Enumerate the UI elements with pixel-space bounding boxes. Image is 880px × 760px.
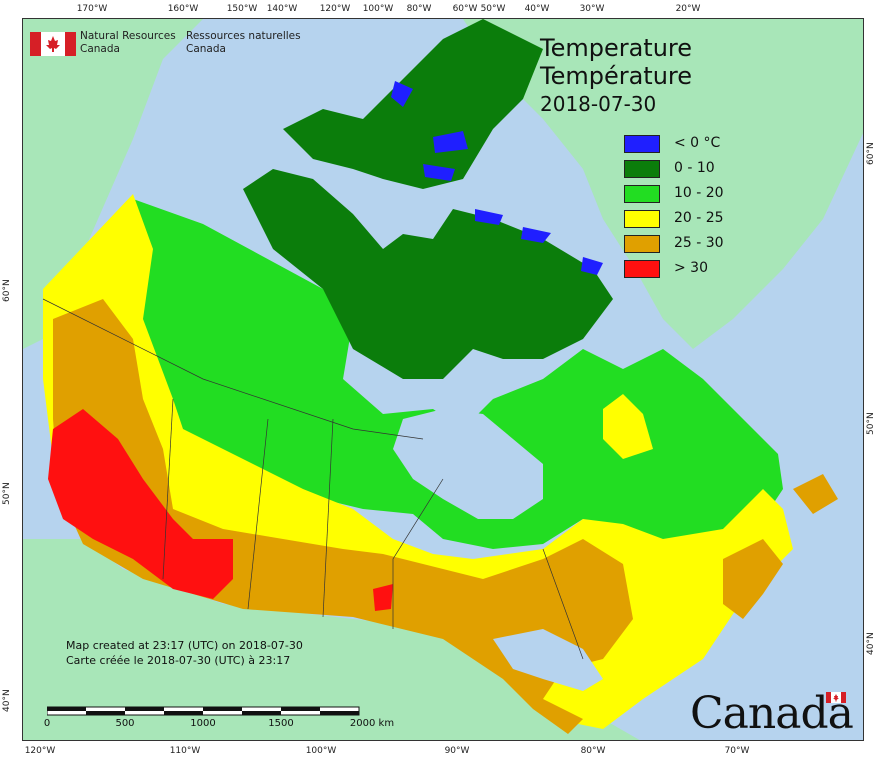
legend-item: > 30 [624, 258, 880, 282]
agency-name-fr-line1: Ressources naturelles [186, 30, 301, 42]
legend-item: < 0 °C [624, 133, 880, 157]
legend-label: < 0 °C [674, 135, 721, 151]
map-date: 2018-07-30 [540, 92, 657, 116]
legend-item: 10 - 20 [624, 183, 880, 207]
temp-zone-below-0 [391, 81, 603, 275]
scale-label: 500 [115, 718, 135, 729]
map-title-fr: Température [540, 62, 693, 90]
greenland-landmass [463, 19, 863, 349]
lon-tick-label: 20°W [675, 4, 701, 14]
border-line [392, 478, 444, 629]
legend-swatch [624, 185, 660, 203]
lon-tick-label: 50°W [480, 4, 506, 14]
legend-item: 0 - 10 [624, 158, 880, 182]
lon-tick-label: 80°W [406, 4, 432, 14]
legend-label: 25 - 30 [674, 235, 724, 251]
temp-zone-0-10-arctic [283, 19, 543, 189]
temp-zone-0-10 [243, 169, 613, 379]
lon-tick-label: 110°W [169, 746, 201, 756]
lat-tick-label: 50°N [2, 482, 12, 505]
scale-bar-graphic [47, 706, 360, 716]
map-svg [23, 19, 863, 740]
lat-tick-label: 50°N [866, 412, 876, 435]
legend-item: 25 - 30 [624, 233, 880, 257]
agency-name-en-line1: Natural Resources [80, 30, 176, 42]
legend-item: 20 - 25 [624, 208, 880, 232]
scale-label: 2000 km [349, 718, 395, 729]
agency-name-fr-line2: Canada [186, 43, 226, 55]
lon-tick-label: 150°W [226, 4, 258, 14]
legend-swatch [624, 260, 660, 278]
lon-tick-label: 80°W [580, 746, 606, 756]
scale-label: 1000 [190, 718, 216, 729]
lon-tick-label: 170°W [76, 4, 108, 14]
canada-flag-icon [30, 32, 76, 56]
scale-label: 1500 [268, 718, 294, 729]
lon-tick-label: 140°W [266, 4, 298, 14]
border-line [542, 548, 584, 660]
legend-swatch [624, 160, 660, 178]
legend-swatch [624, 210, 660, 228]
map-title-block: Temperature Température 2018-07-30 [540, 34, 692, 118]
lon-tick-label: 120°W [24, 746, 56, 756]
lat-tick-label: 40°N [2, 689, 12, 712]
lon-tick-label: 100°W [362, 4, 394, 14]
temp-zone-20-25-labrador [603, 394, 653, 459]
map-canvas [22, 18, 864, 741]
map-credit-en: Map created at 23:17 (UTC) on 2018-07-30 [66, 639, 303, 652]
border-line [162, 398, 174, 580]
border-line [42, 298, 424, 440]
legend-label: 20 - 25 [674, 210, 724, 226]
lat-tick-label: 40°N [866, 632, 876, 655]
lon-tick-label: 30°W [579, 4, 605, 14]
legend-swatch [624, 135, 660, 153]
lon-tick-label: 160°W [167, 4, 199, 14]
border-line [322, 418, 334, 618]
temp-zone-above-30 [48, 409, 393, 611]
border-line [247, 418, 269, 610]
lat-tick-label: 60°N [2, 279, 12, 302]
lon-tick-label: 90°W [444, 746, 470, 756]
legend-label: 10 - 20 [674, 185, 724, 201]
lon-tick-label: 100°W [305, 746, 337, 756]
wordmark-flag-icon [826, 692, 846, 703]
map-credit: Map created at 23:17 (UTC) on 2018-07-30… [66, 638, 303, 668]
map-credit-fr: Carte créée le 2018-07-30 (UTC) à 23:17 [66, 654, 291, 667]
lon-tick-label: 70°W [724, 746, 750, 756]
provincial-borders [42, 298, 584, 660]
scale-label: 0 [43, 718, 51, 729]
map-title-en: Temperature [540, 34, 693, 62]
lon-tick-label: 120°W [319, 4, 351, 14]
lon-tick-label: 60°W [452, 4, 478, 14]
legend-label: > 30 [674, 260, 708, 276]
great-lakes [493, 629, 603, 691]
legend-label: 0 - 10 [674, 160, 715, 176]
lon-tick-label: 40°W [524, 4, 550, 14]
legend-swatch [624, 235, 660, 253]
agency-name-en-line2: Canada [80, 43, 120, 55]
temp-zone-25-30 [53, 299, 633, 734]
hudson-bay [393, 409, 543, 519]
temp-zone-25-30-maritimes [723, 474, 838, 619]
